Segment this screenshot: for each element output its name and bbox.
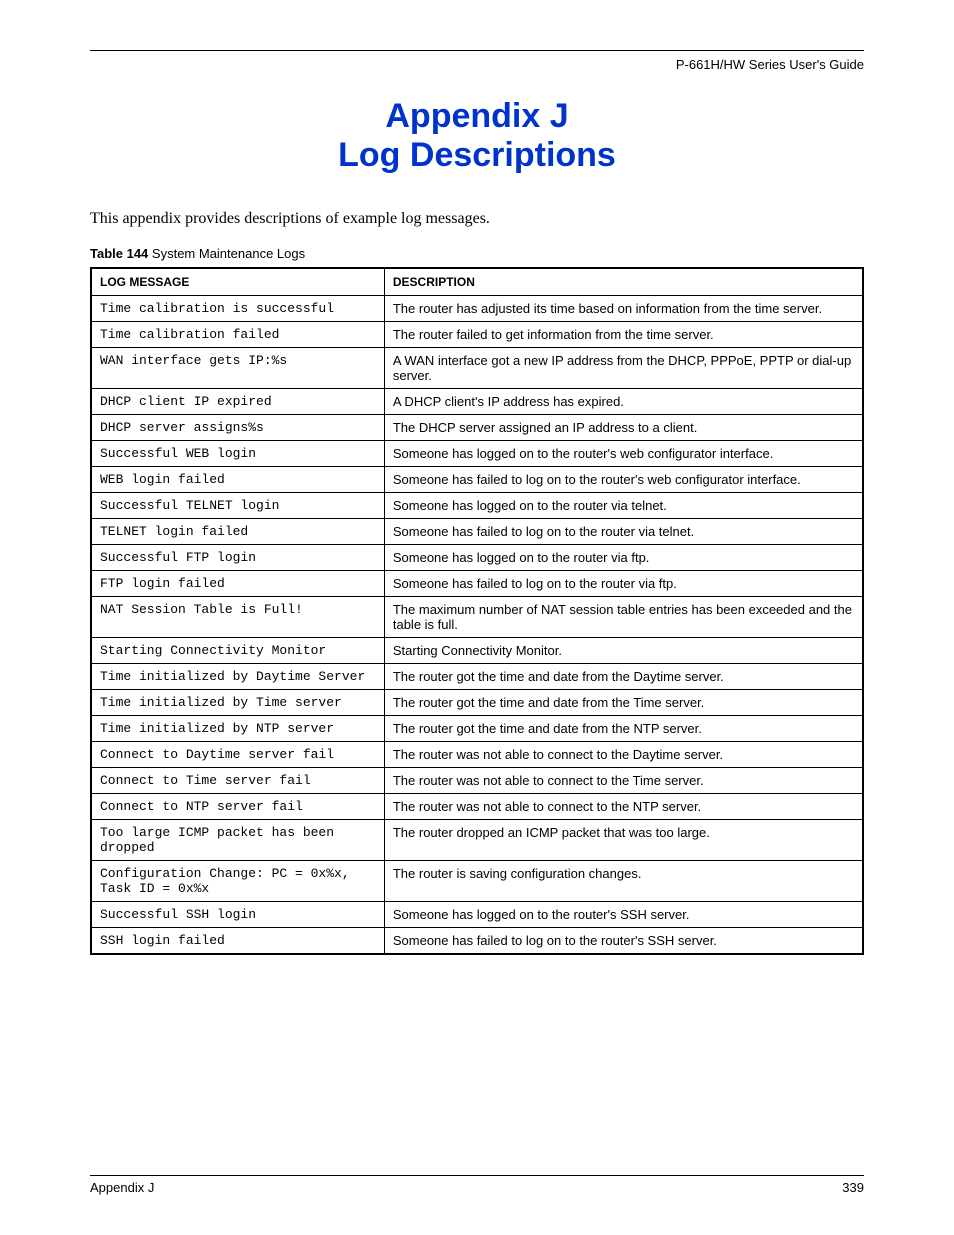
title-line-2: Log Descriptions: [90, 136, 864, 175]
table-row: FTP login failedSomeone has failed to lo…: [91, 571, 863, 597]
log-message-cell: Connect to NTP server fail: [91, 794, 384, 820]
description-cell: The router has adjusted its time based o…: [384, 296, 863, 322]
description-cell: The router was not able to connect to th…: [384, 768, 863, 794]
description-cell: The router was not able to connect to th…: [384, 794, 863, 820]
description-cell: Someone has logged on to the router's we…: [384, 441, 863, 467]
log-message-cell: Time initialized by NTP server: [91, 716, 384, 742]
description-cell: Someone has logged on to the router via …: [384, 493, 863, 519]
table-row: SSH login failedSomeone has failed to lo…: [91, 928, 863, 955]
log-message-cell: Time calibration is successful: [91, 296, 384, 322]
table-row: Connect to Time server failThe router wa…: [91, 768, 863, 794]
log-message-cell: Successful TELNET login: [91, 493, 384, 519]
table-caption-number: Table 144: [90, 246, 148, 261]
table-header-row: LOG MESSAGE DESCRIPTION: [91, 268, 863, 296]
log-message-cell: SSH login failed: [91, 928, 384, 955]
table-row: NAT Session Table is Full!The maximum nu…: [91, 597, 863, 638]
table-caption: Table 144 System Maintenance Logs: [90, 246, 864, 261]
intro-paragraph: This appendix provides descriptions of e…: [90, 210, 864, 228]
table-row: Configuration Change: PC = 0x%x, Task ID…: [91, 861, 863, 902]
table-row: Connect to Daytime server failThe router…: [91, 742, 863, 768]
description-cell: The maximum number of NAT session table …: [384, 597, 863, 638]
table-row: DHCP server assigns%sThe DHCP server ass…: [91, 415, 863, 441]
header-rule: [90, 50, 864, 51]
table-row: DHCP client IP expiredA DHCP client's IP…: [91, 389, 863, 415]
description-cell: The router failed to get information fro…: [384, 322, 863, 348]
log-message-cell: Starting Connectivity Monitor: [91, 638, 384, 664]
chapter-title: Appendix J Log Descriptions: [90, 97, 864, 175]
table-row: Too large ICMP packet has been droppedTh…: [91, 820, 863, 861]
table-row: Successful WEB loginSomeone has logged o…: [91, 441, 863, 467]
table-row: Time initialized by Time serverThe route…: [91, 690, 863, 716]
table-row: Connect to NTP server failThe router was…: [91, 794, 863, 820]
col-header-description: DESCRIPTION: [384, 268, 863, 296]
log-message-cell: Time calibration failed: [91, 322, 384, 348]
footer-right: 339: [842, 1180, 864, 1195]
description-cell: The router is saving configuration chang…: [384, 861, 863, 902]
description-cell: Someone has logged on to the router's SS…: [384, 902, 863, 928]
description-cell: The router got the time and date from th…: [384, 664, 863, 690]
log-message-cell: DHCP server assigns%s: [91, 415, 384, 441]
log-message-cell: Configuration Change: PC = 0x%x, Task ID…: [91, 861, 384, 902]
table-row: WEB login failedSomeone has failed to lo…: [91, 467, 863, 493]
footer-left: Appendix J: [90, 1180, 154, 1195]
table-row: Time initialized by Daytime ServerThe ro…: [91, 664, 863, 690]
table-row: Starting Connectivity MonitorStarting Co…: [91, 638, 863, 664]
table-row: WAN interface gets IP:%sA WAN interface …: [91, 348, 863, 389]
log-message-cell: TELNET login failed: [91, 519, 384, 545]
log-message-cell: Successful SSH login: [91, 902, 384, 928]
table-row: Time initialized by NTP serverThe router…: [91, 716, 863, 742]
table-row: TELNET login failedSomeone has failed to…: [91, 519, 863, 545]
table-row: Time calibration failedThe router failed…: [91, 322, 863, 348]
description-cell: The router was not able to connect to th…: [384, 742, 863, 768]
log-message-cell: Connect to Time server fail: [91, 768, 384, 794]
log-message-cell: Successful FTP login: [91, 545, 384, 571]
header-guide-title: P-661H/HW Series User's Guide: [90, 57, 864, 72]
description-cell: The router got the time and date from th…: [384, 716, 863, 742]
col-header-log-message: LOG MESSAGE: [91, 268, 384, 296]
description-cell: Someone has failed to log on to the rout…: [384, 519, 863, 545]
log-message-cell: Successful WEB login: [91, 441, 384, 467]
log-message-cell: WEB login failed: [91, 467, 384, 493]
table-row: Successful FTP loginSomeone has logged o…: [91, 545, 863, 571]
log-message-cell: Too large ICMP packet has been dropped: [91, 820, 384, 861]
log-message-cell: Connect to Daytime server fail: [91, 742, 384, 768]
log-table: LOG MESSAGE DESCRIPTION Time calibration…: [90, 267, 864, 955]
description-cell: A WAN interface got a new IP address fro…: [384, 348, 863, 389]
description-cell: The router dropped an ICMP packet that w…: [384, 820, 863, 861]
description-cell: The DHCP server assigned an IP address t…: [384, 415, 863, 441]
table-row: Time calibration is successfulThe router…: [91, 296, 863, 322]
log-message-cell: Time initialized by Daytime Server: [91, 664, 384, 690]
description-cell: A DHCP client's IP address has expired.: [384, 389, 863, 415]
description-cell: Someone has logged on to the router via …: [384, 545, 863, 571]
description-cell: Someone has failed to log on to the rout…: [384, 571, 863, 597]
log-message-cell: Time initialized by Time server: [91, 690, 384, 716]
description-cell: The router got the time and date from th…: [384, 690, 863, 716]
table-row: Successful TELNET loginSomeone has logge…: [91, 493, 863, 519]
log-message-cell: WAN interface gets IP:%s: [91, 348, 384, 389]
table-caption-text: System Maintenance Logs: [148, 246, 305, 261]
log-message-cell: NAT Session Table is Full!: [91, 597, 384, 638]
page-footer: Appendix J 339: [90, 1175, 864, 1195]
description-cell: Someone has failed to log on to the rout…: [384, 928, 863, 955]
log-message-cell: DHCP client IP expired: [91, 389, 384, 415]
title-line-1: Appendix J: [90, 97, 864, 136]
description-cell: Starting Connectivity Monitor.: [384, 638, 863, 664]
table-row: Successful SSH loginSomeone has logged o…: [91, 902, 863, 928]
log-message-cell: FTP login failed: [91, 571, 384, 597]
description-cell: Someone has failed to log on to the rout…: [384, 467, 863, 493]
